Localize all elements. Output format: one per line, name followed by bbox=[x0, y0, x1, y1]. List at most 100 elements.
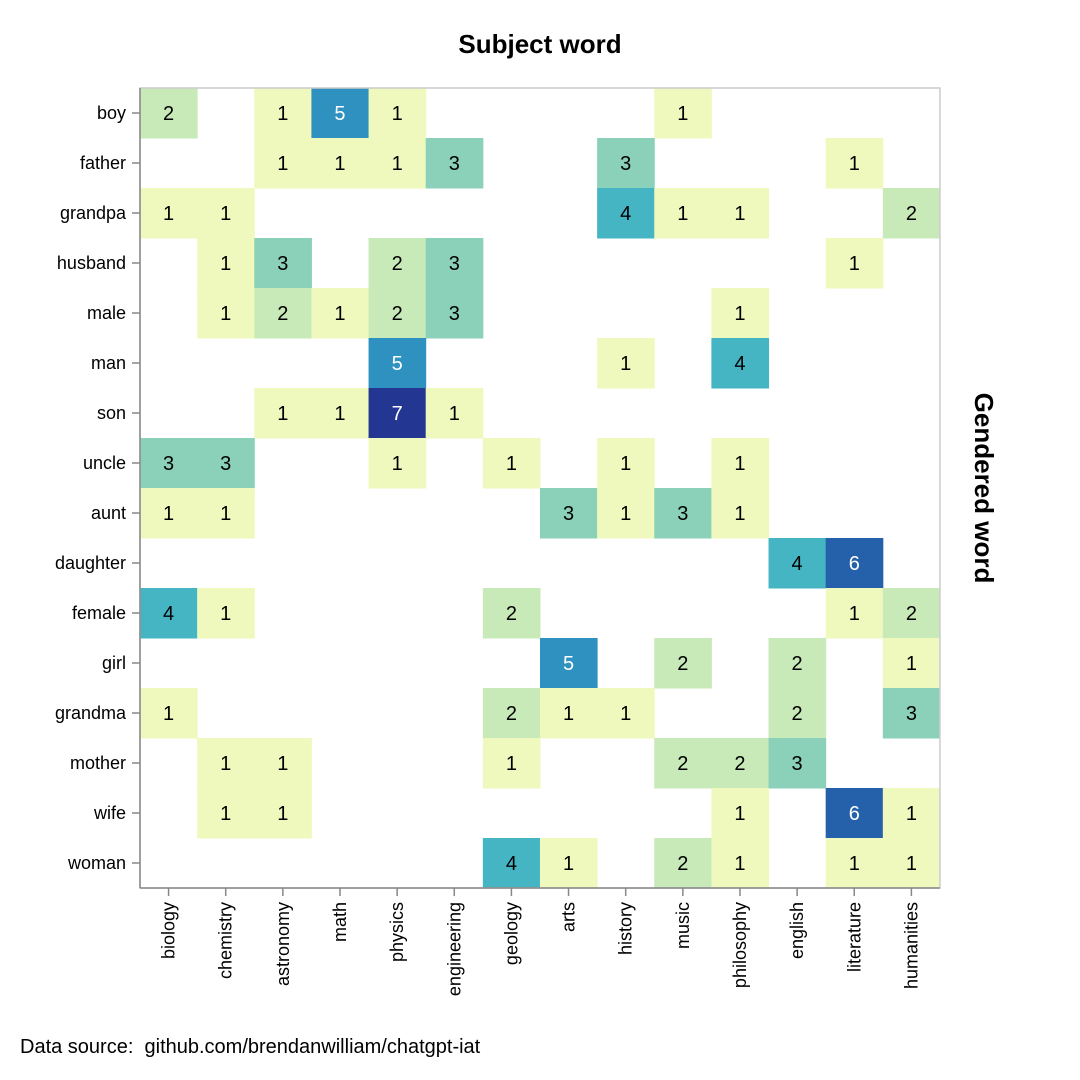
heatmap-cell bbox=[539, 838, 598, 889]
heatmap-cell bbox=[768, 638, 827, 689]
cell-value-label: 2 bbox=[506, 703, 517, 725]
x-tick-label: literature bbox=[844, 902, 864, 972]
x-tick-label: biology bbox=[159, 902, 179, 959]
cell-value-label: 3 bbox=[277, 253, 288, 275]
heatmap-cell bbox=[425, 388, 484, 439]
cell-value-label: 4 bbox=[620, 203, 631, 225]
heatmap-cell bbox=[140, 88, 198, 139]
cell-value-label: 1 bbox=[677, 203, 688, 225]
heatmap-cell bbox=[597, 338, 655, 389]
cell-value-label: 1 bbox=[906, 853, 917, 875]
cell-value-label: 1 bbox=[334, 153, 345, 175]
cell-value-label: 1 bbox=[734, 303, 745, 325]
heatmap-cell bbox=[539, 688, 598, 739]
heatmap-cell bbox=[254, 288, 312, 339]
cell-value-label: 1 bbox=[277, 153, 288, 175]
heatmap-cell bbox=[482, 588, 541, 639]
cell-value-label: 1 bbox=[620, 703, 631, 725]
cell-value-label: 1 bbox=[849, 153, 860, 175]
y-tick-label: uncle bbox=[83, 453, 126, 473]
heatmap-cell bbox=[825, 788, 884, 839]
y-tick-label: son bbox=[97, 403, 126, 423]
heatmap-cell bbox=[597, 438, 655, 489]
y-tick-label: daughter bbox=[55, 553, 126, 573]
y-tick-label: man bbox=[91, 353, 126, 373]
heatmap-cell bbox=[482, 838, 541, 889]
cell-value-label: 1 bbox=[620, 453, 631, 475]
heatmap-cell bbox=[368, 238, 427, 289]
cell-value-label: 1 bbox=[220, 603, 231, 625]
heatmap-cell bbox=[311, 388, 370, 439]
y-tick-label: mother bbox=[70, 753, 126, 773]
heatmap-cell bbox=[539, 638, 598, 689]
cell-value-label: 1 bbox=[449, 403, 460, 425]
cell-value-label: 3 bbox=[792, 753, 803, 775]
heatmap-cell bbox=[197, 738, 255, 789]
cell-value-label: 1 bbox=[849, 853, 860, 875]
heatmap-cell bbox=[768, 738, 827, 789]
heatmap-cell bbox=[254, 738, 312, 789]
cell-value-label: 3 bbox=[620, 153, 631, 175]
y-tick-label: grandpa bbox=[60, 203, 127, 223]
x-tick-label: english bbox=[787, 902, 807, 959]
heatmap-cell bbox=[539, 488, 598, 539]
cell-value-label: 1 bbox=[734, 503, 745, 525]
heatmap-cell bbox=[311, 288, 370, 339]
y-tick-label: boy bbox=[97, 103, 126, 123]
cell-value-label: 1 bbox=[734, 203, 745, 225]
cell-value-label: 2 bbox=[792, 653, 803, 675]
cell-value-label: 2 bbox=[906, 603, 917, 625]
heatmap-cell bbox=[825, 538, 884, 589]
cell-value-label: 1 bbox=[334, 303, 345, 325]
heatmap-cell bbox=[197, 288, 255, 339]
heatmap-cell bbox=[711, 738, 770, 789]
y-tick-label: father bbox=[80, 153, 126, 173]
heatmap-cell bbox=[654, 638, 712, 689]
heatmap-cell bbox=[825, 238, 884, 289]
cell-value-label: 2 bbox=[506, 603, 517, 625]
cell-value-label: 5 bbox=[563, 653, 574, 675]
cell-value-label: 1 bbox=[220, 253, 231, 275]
cell-value-label: 7 bbox=[392, 403, 403, 425]
heatmap-cell bbox=[882, 788, 941, 839]
x-tick-label: physics bbox=[387, 902, 407, 962]
cell-value-label: 2 bbox=[392, 303, 403, 325]
cell-value-label: 5 bbox=[334, 103, 345, 125]
cell-value-label: 3 bbox=[220, 453, 231, 475]
heatmap-cell bbox=[654, 188, 712, 239]
heatmap-cell bbox=[882, 638, 941, 689]
cell-value-label: 1 bbox=[220, 803, 231, 825]
cell-value-label: 1 bbox=[849, 253, 860, 275]
cell-value-label: 1 bbox=[563, 853, 574, 875]
x-tick-label: astronomy bbox=[273, 902, 293, 986]
heatmap-cell bbox=[140, 188, 198, 239]
heatmap-cell bbox=[597, 688, 655, 739]
heatmap-cell bbox=[368, 288, 427, 339]
cell-value-label: 1 bbox=[734, 453, 745, 475]
heatmap-cell bbox=[368, 138, 427, 189]
heatmap-cells: 2 1 5 1 11 1 1 3 3 11 1 4 1 1 21 3 2 3 11 2 1 2 3 15 1 41 1 7 13 3 1 1 1… bbox=[140, 88, 941, 889]
cell-value-label: 1 bbox=[277, 103, 288, 125]
heatmap-cell bbox=[711, 838, 770, 889]
heatmap-cell bbox=[711, 438, 770, 489]
cell-value-label: 1 bbox=[392, 103, 403, 125]
cell-value-label: 1 bbox=[506, 753, 517, 775]
heatmap-cell bbox=[254, 238, 312, 289]
cell-value-label: 2 bbox=[677, 853, 688, 875]
x-tick-label: music bbox=[673, 902, 693, 949]
heatmap-cell bbox=[140, 588, 198, 639]
heatmap-cell bbox=[597, 138, 655, 189]
cell-value-label: 1 bbox=[163, 703, 174, 725]
cell-value-label: 4 bbox=[163, 603, 174, 625]
cell-value-label: 1 bbox=[906, 653, 917, 675]
x-tick-label: arts bbox=[559, 902, 579, 932]
cell-value-label: 1 bbox=[163, 503, 174, 525]
y-tick-label: girl bbox=[102, 653, 126, 673]
cell-value-label: 3 bbox=[163, 453, 174, 475]
heatmap-cell bbox=[197, 788, 255, 839]
x-tick-label: engineering bbox=[444, 902, 464, 996]
y-tick-label: husband bbox=[57, 253, 126, 273]
heatmap-cell bbox=[882, 588, 941, 639]
heatmap-cell bbox=[654, 738, 712, 789]
heatmap-cell bbox=[597, 488, 655, 539]
